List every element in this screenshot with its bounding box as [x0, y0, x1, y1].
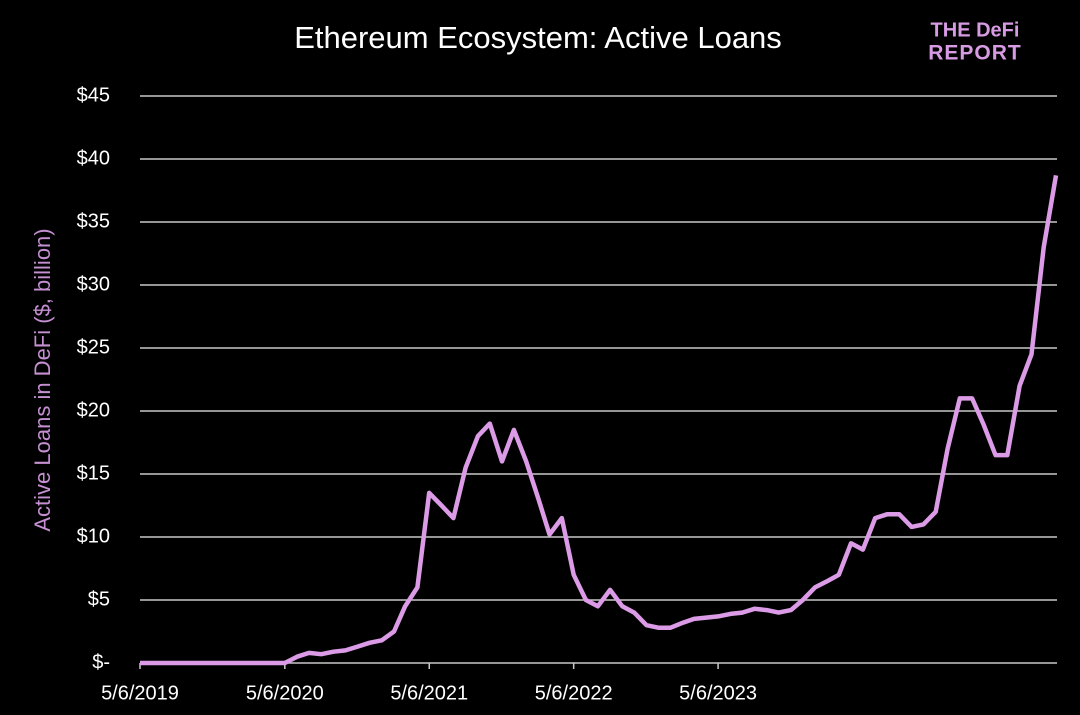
x-tick-label: 5/6/2023: [679, 682, 757, 704]
data-line: [140, 175, 1059, 666]
y-tick-label: $35: [77, 210, 110, 232]
x-tick-label: 5/6/2019: [101, 682, 179, 704]
y-tick-label: $5: [88, 588, 110, 610]
y-tick-label: $30: [77, 273, 110, 295]
y-tick-label: $45: [77, 84, 110, 106]
y-tick-label: $20: [77, 399, 110, 421]
y-axis-label: Active Loans in DeFi ($, billion): [30, 228, 55, 531]
brand-logo: THE DeFi: [931, 19, 1020, 41]
y-tick-label: $40: [77, 147, 110, 169]
chart-title: Ethereum Ecosystem: Active Loans: [294, 20, 782, 55]
y-tick-label: $15: [77, 462, 110, 484]
y-tick-label: $25: [77, 336, 110, 358]
brand-logo: REPORT: [928, 42, 1022, 65]
y-tick-label: $10: [77, 525, 110, 547]
x-tick-label: 5/6/2021: [390, 682, 468, 704]
x-tick-label: 5/6/2020: [246, 682, 324, 704]
x-tick-label: 5/6/2022: [535, 682, 613, 704]
y-tick-label: $-: [92, 651, 110, 673]
